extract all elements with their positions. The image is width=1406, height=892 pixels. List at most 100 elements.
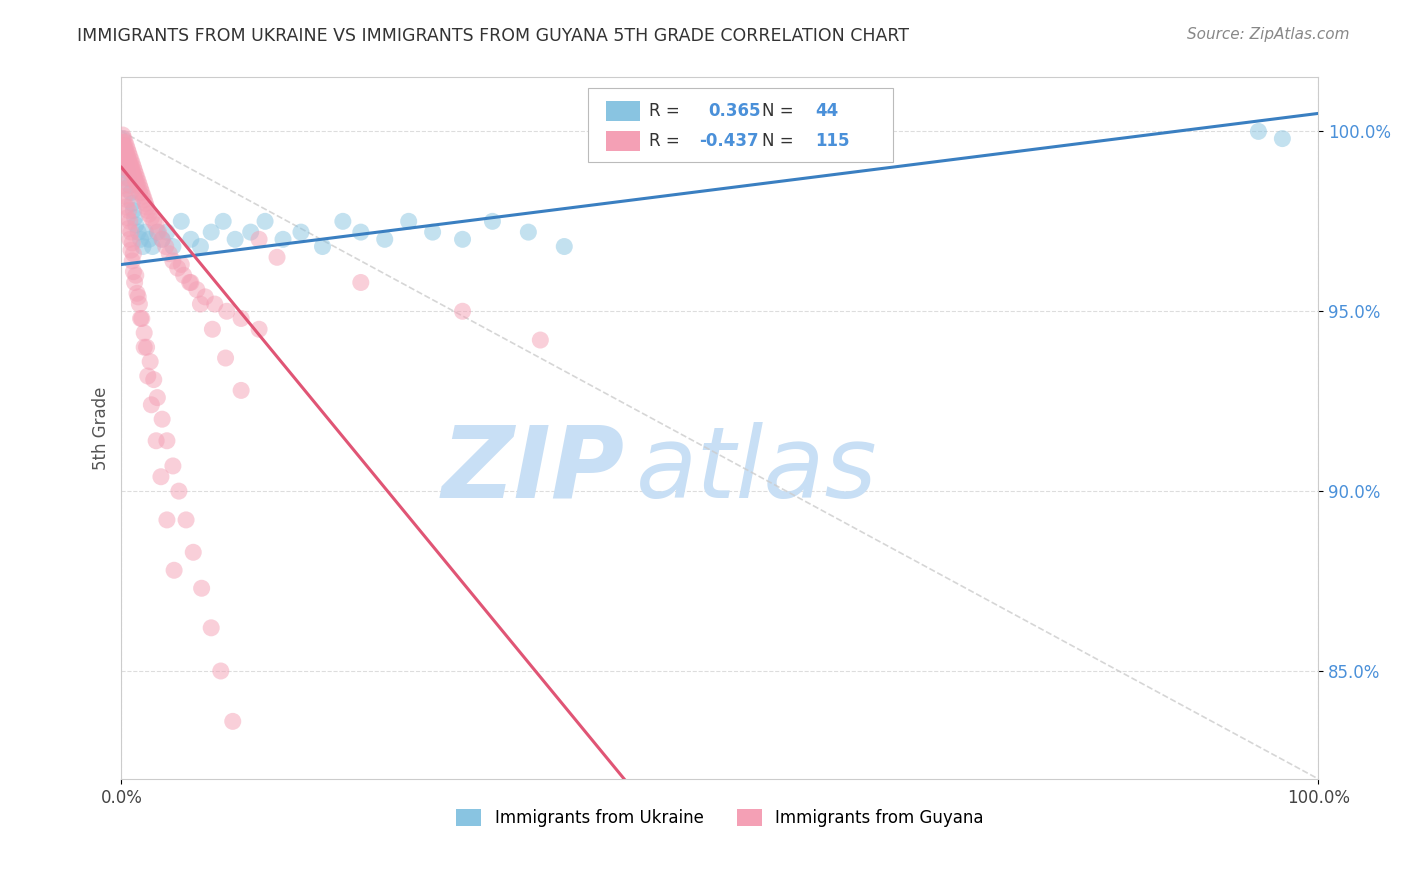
- Point: [112, 138, 135, 153]
- Point: [131, 311, 153, 326]
- Point: [118, 164, 141, 178]
- Point: [134, 225, 156, 239]
- Point: [135, 200, 157, 214]
- Point: [138, 207, 160, 221]
- Point: [173, 268, 195, 283]
- Text: 0.365: 0.365: [707, 102, 761, 120]
- Point: [115, 138, 138, 153]
- Point: [200, 621, 222, 635]
- Point: [148, 225, 170, 239]
- Point: [186, 283, 208, 297]
- Point: [266, 250, 288, 264]
- Point: [135, 340, 157, 354]
- Point: [128, 297, 150, 311]
- Point: [142, 239, 165, 253]
- Point: [271, 232, 294, 246]
- Text: N =: N =: [762, 102, 793, 120]
- Point: [111, 150, 134, 164]
- Point: [129, 182, 152, 196]
- Point: [114, 150, 136, 164]
- Point: [120, 225, 142, 239]
- Point: [112, 131, 135, 145]
- Point: [145, 218, 167, 232]
- Point: [481, 214, 503, 228]
- Point: [212, 214, 235, 228]
- Point: [112, 142, 135, 156]
- Point: [125, 171, 148, 186]
- Text: -0.437: -0.437: [700, 132, 759, 150]
- Point: [114, 171, 136, 186]
- Point: [138, 232, 160, 246]
- Point: [290, 225, 312, 239]
- Point: [117, 211, 139, 225]
- Point: [118, 232, 141, 246]
- Point: [117, 203, 139, 218]
- Point: [150, 232, 173, 246]
- Point: [121, 196, 143, 211]
- Point: [114, 189, 136, 203]
- Point: [117, 171, 139, 186]
- Point: [553, 239, 575, 253]
- Point: [350, 225, 373, 239]
- Point: [190, 581, 212, 595]
- Point: [112, 178, 135, 193]
- Point: [209, 664, 232, 678]
- Point: [162, 458, 184, 473]
- Point: [451, 232, 474, 246]
- Point: [150, 412, 173, 426]
- Point: [179, 276, 201, 290]
- Point: [162, 253, 184, 268]
- Point: [125, 268, 148, 283]
- Bar: [606, 102, 640, 121]
- Point: [229, 384, 252, 398]
- Point: [127, 290, 149, 304]
- Point: [115, 200, 138, 214]
- Point: [200, 225, 222, 239]
- Point: [190, 297, 212, 311]
- Point: [139, 354, 162, 368]
- Point: [125, 168, 148, 182]
- Point: [114, 135, 136, 149]
- Point: [194, 290, 217, 304]
- Point: [111, 128, 134, 142]
- Point: [155, 239, 177, 253]
- Point: [204, 297, 226, 311]
- Point: [166, 261, 188, 276]
- Point: [117, 193, 139, 207]
- Point: [115, 182, 138, 196]
- Point: [224, 232, 246, 246]
- Text: N =: N =: [762, 132, 793, 150]
- Point: [125, 286, 148, 301]
- Point: [112, 161, 135, 175]
- Point: [128, 186, 150, 200]
- Point: [117, 146, 139, 161]
- Point: [120, 161, 142, 175]
- Point: [120, 186, 142, 200]
- Point: [117, 157, 139, 171]
- Y-axis label: 5th Grade: 5th Grade: [93, 386, 110, 470]
- Point: [118, 214, 141, 228]
- Text: Source: ZipAtlas.com: Source: ZipAtlas.com: [1187, 27, 1350, 42]
- Point: [162, 239, 184, 253]
- Point: [124, 211, 146, 225]
- Point: [115, 146, 138, 161]
- Text: R =: R =: [650, 132, 681, 150]
- Point: [115, 153, 138, 168]
- Point: [117, 142, 139, 156]
- Point: [117, 150, 139, 164]
- Point: [254, 214, 277, 228]
- Point: [149, 469, 172, 483]
- Point: [422, 225, 444, 239]
- Point: [136, 369, 159, 384]
- Point: [125, 175, 148, 189]
- Point: [146, 225, 169, 239]
- Point: [132, 239, 155, 253]
- Point: [163, 563, 186, 577]
- Point: [118, 150, 141, 164]
- Point: [124, 276, 146, 290]
- Point: [131, 186, 153, 200]
- Point: [122, 168, 145, 182]
- Point: [118, 178, 141, 193]
- Point: [174, 513, 197, 527]
- Point: [117, 221, 139, 235]
